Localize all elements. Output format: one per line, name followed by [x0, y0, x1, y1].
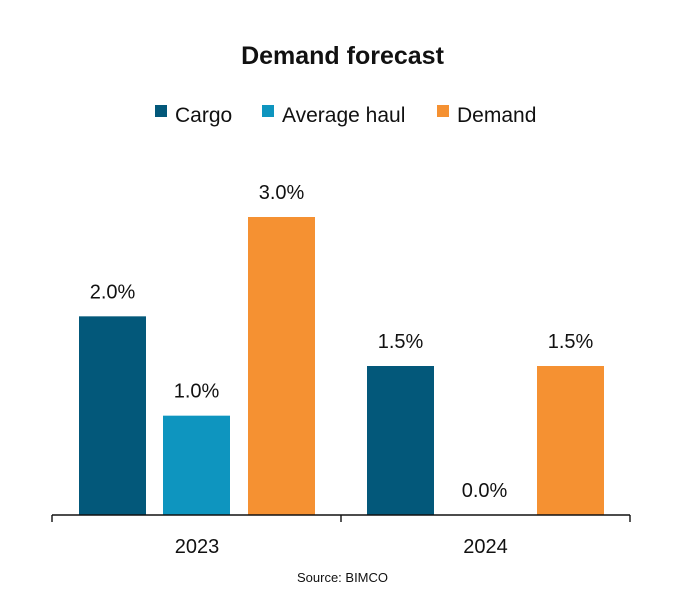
- data-label-2023-average-haul: 1.0%: [174, 381, 220, 403]
- data-label-2023-demand: 3.0%: [259, 182, 305, 204]
- bars-group: [79, 217, 604, 515]
- bar-2024-cargo: [367, 366, 434, 515]
- bar-2023-cargo: [79, 316, 146, 515]
- source-note: Source: BIMCO: [297, 570, 388, 585]
- legend-swatch-average-haul: [262, 105, 274, 117]
- legend-swatch-demand: [437, 105, 449, 117]
- legend-label-cargo: Cargo: [175, 104, 232, 127]
- x-axis-tick-labels: 2023 2024: [175, 536, 508, 558]
- bar-2023-average-haul: [163, 415, 230, 515]
- x-axis: [51, 514, 631, 522]
- x-tick-label-2024: 2024: [463, 536, 508, 558]
- x-tick-label-2023: 2023: [175, 536, 220, 558]
- legend-label-demand: Demand: [457, 104, 536, 127]
- data-label-2024-demand: 1.5%: [548, 331, 594, 353]
- data-label-2024-average-haul: 0.0%: [462, 480, 508, 502]
- legend: Cargo Average haul Demand: [155, 104, 536, 127]
- bar-2023-demand: [248, 217, 315, 515]
- bar-2024-demand: [537, 366, 604, 515]
- legend-label-average-haul: Average haul: [282, 104, 405, 127]
- chart-title: Demand forecast: [241, 42, 445, 70]
- legend-swatch-cargo: [155, 105, 167, 117]
- data-label-2023-cargo: 2.0%: [90, 281, 136, 303]
- data-label-2024-cargo: 1.5%: [378, 331, 424, 353]
- data-labels-group: 2.0% 1.0% 3.0% 1.5% 0.0% 1.5%: [90, 182, 594, 502]
